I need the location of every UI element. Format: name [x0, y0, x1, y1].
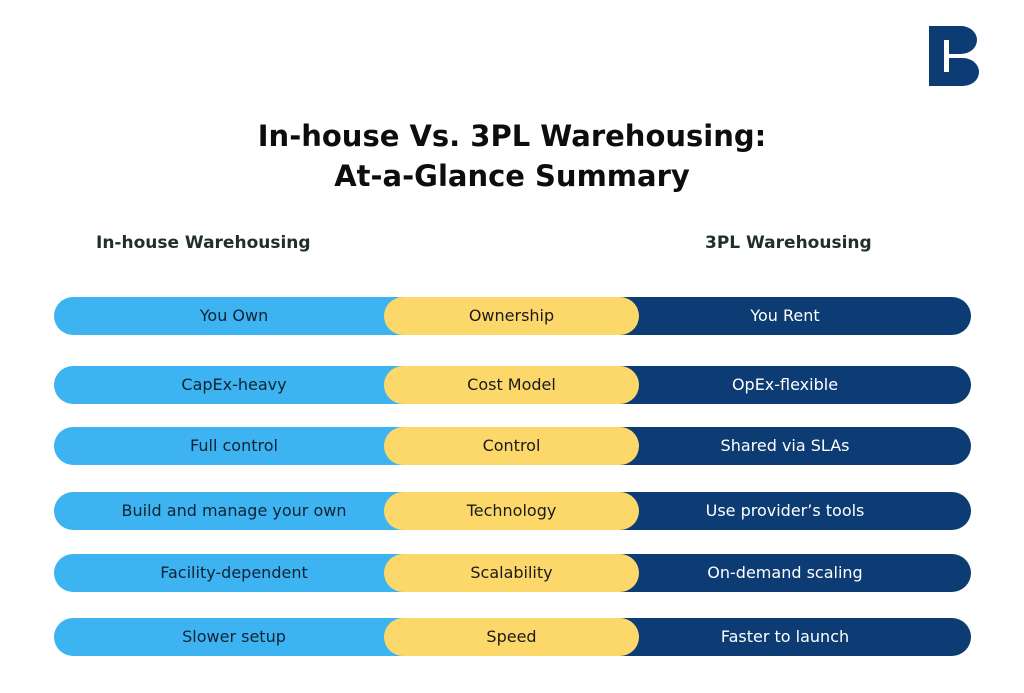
comparison-row: CapEx-heavy OpEx-flexible Cost Model	[54, 366, 971, 404]
in-house-cell: Facility-dependent	[54, 554, 414, 592]
in-house-cell: Slower setup	[54, 618, 414, 656]
3pl-cell: On-demand scaling	[599, 554, 971, 592]
criterion-cell: Ownership	[384, 297, 639, 335]
criterion-cell: Control	[384, 427, 639, 465]
3pl-cell: OpEx-flexible	[599, 366, 971, 404]
criterion-cell: Speed	[384, 618, 639, 656]
in-house-cell: CapEx-heavy	[54, 366, 414, 404]
comparison-row: You Own You Rent Ownership	[54, 297, 971, 335]
3pl-cell: Faster to launch	[599, 618, 971, 656]
comparison-row: Build and manage your own Use provider’s…	[54, 492, 971, 530]
page-title-line-1: In-house Vs. 3PL Warehousing:	[257, 119, 767, 153]
in-house-cell: Full control	[54, 427, 414, 465]
criterion-cell: Cost Model	[384, 366, 639, 404]
criterion-cell: Scalability	[384, 554, 639, 592]
brand-logo-icon	[929, 26, 979, 86]
in-house-cell: You Own	[54, 297, 414, 335]
3pl-cell: Shared via SLAs	[599, 427, 971, 465]
right-column-heading: 3PL Warehousing	[705, 233, 872, 253]
left-column-heading: In-house Warehousing	[96, 233, 311, 253]
3pl-cell: You Rent	[599, 297, 971, 335]
comparison-row: Facility-dependent On-demand scaling Sca…	[54, 554, 971, 592]
page-title-line-2: At-a-Glance Summary	[334, 159, 690, 193]
in-house-cell: Build and manage your own	[54, 492, 414, 530]
criterion-cell: Technology	[384, 492, 639, 530]
comparison-row: Slower setup Faster to launch Speed	[54, 618, 971, 656]
3pl-cell: Use provider’s tools	[599, 492, 971, 530]
comparison-row: Full control Shared via SLAs Control	[54, 427, 971, 465]
